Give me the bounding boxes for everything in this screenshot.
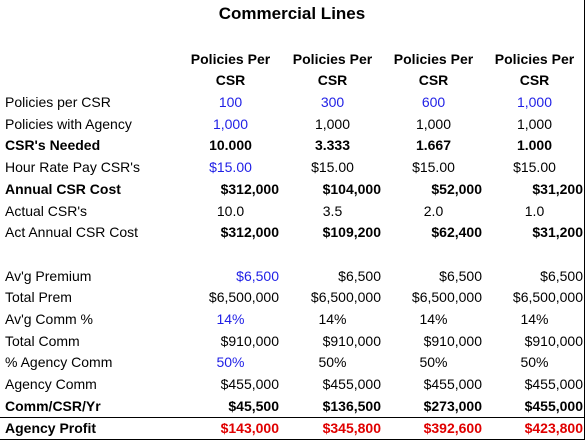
value-cell: $62,400 [431,224,482,241]
value-cell: 2.0 [423,202,444,219]
row-label: Annual CSR Cost [5,180,121,197]
value-cell: 50% [318,354,347,371]
row-label: CSR's Needed [5,137,101,154]
value-cell: $423,800 [524,419,583,436]
value-cell: 14% [419,311,448,327]
value-cell: 10.000 [209,137,252,154]
value-cell: 1,000 [314,115,351,132]
value-cell: $109,200 [322,224,381,241]
row-label: Hour Rate Pay CSR's [5,159,140,176]
value-cell: $15.00 [311,159,354,176]
value-cell: $455,000 [524,376,583,393]
value-cell: 1,000 [212,115,249,132]
row-label: Agency Profit [5,419,97,436]
row-label: Av'g Premium [5,267,92,284]
value-cell: $136,500 [322,397,381,414]
row-label: Policies per CSR [5,94,111,110]
value-cell: 100 [218,94,243,110]
row-label: Agency Comm [5,376,97,393]
value-cell: $910,000 [524,332,583,349]
column-header: Policies Per CSR [494,51,575,88]
value-cell: $6,500 [540,267,583,284]
value-cell: $15.00 [412,159,455,176]
row-label: Av'g Comm % [5,311,93,327]
value-cell: 1.667 [415,137,452,154]
column-header: Policies Per CSR [393,51,474,88]
value-cell: 1.000 [516,137,553,154]
value-cell: 1.0 [524,202,545,219]
value-cell: $6,500 [338,267,381,284]
value-cell: $6,500 [236,267,279,284]
value-cell: $345,800 [322,419,381,436]
value-cell: $15.00 [513,159,556,176]
value-cell: $15.00 [209,159,252,176]
value-cell: $455,000 [423,376,482,393]
value-cell: $143,000 [220,419,279,436]
value-cell: $104,000 [322,180,381,197]
value-cell: 600 [421,94,446,110]
value-cell: 1,000 [516,94,553,110]
title: Commercial Lines [218,4,366,23]
value-cell: $455,000 [322,376,381,393]
row-label: Policies with Agency [5,115,132,132]
value-cell: $273,000 [423,397,482,414]
value-cell: 50% [520,354,549,371]
value-cell: $312,000 [220,180,279,197]
value-cell: $6,500 [439,267,482,284]
value-cell: $312,000 [220,224,279,241]
value-cell: $6,500,000 [310,289,381,306]
row-label: % Agency Comm [5,354,113,371]
value-cell: 1,000 [516,115,553,132]
value-cell: $6,500,000 [208,289,279,306]
value-cell: 3.5 [322,202,343,219]
row-label: Actual CSR's [5,202,88,219]
value-cell: $392,600 [423,419,482,436]
value-cell: $45,500 [228,397,279,414]
value-cell: $455,000 [524,397,583,414]
value-cell: 3.333 [314,137,351,154]
value-cell: 50% [216,354,245,371]
column-header: Policies Per CSR [292,51,373,88]
value-cell: $31,200 [532,180,583,197]
value-cell: $31,200 [532,224,583,241]
value-cell: $6,500,000 [411,289,482,306]
row-label: Total Comm [5,332,80,349]
column-header: Policies Per CSR [190,51,271,88]
value-cell: 10.0 [216,202,245,219]
value-cell: $910,000 [322,332,381,349]
value-cell: 300 [320,94,345,110]
value-cell: 1,000 [415,115,452,132]
row-label: Act Annual CSR Cost [5,224,139,241]
value-cell: 14% [520,311,549,327]
row-separator [0,416,584,418]
row-label: Total Prem [5,289,72,306]
value-cell: $52,000 [431,180,482,197]
value-cell: $910,000 [423,332,482,349]
value-cell: 14% [318,311,347,327]
row-label: Comm/CSR/Yr [5,397,101,414]
value-cell: 14% [216,311,245,327]
value-cell: $6,500,000 [512,289,583,306]
value-cell: $455,000 [220,376,279,393]
value-cell: 50% [419,354,448,371]
value-cell: $910,000 [220,332,279,349]
